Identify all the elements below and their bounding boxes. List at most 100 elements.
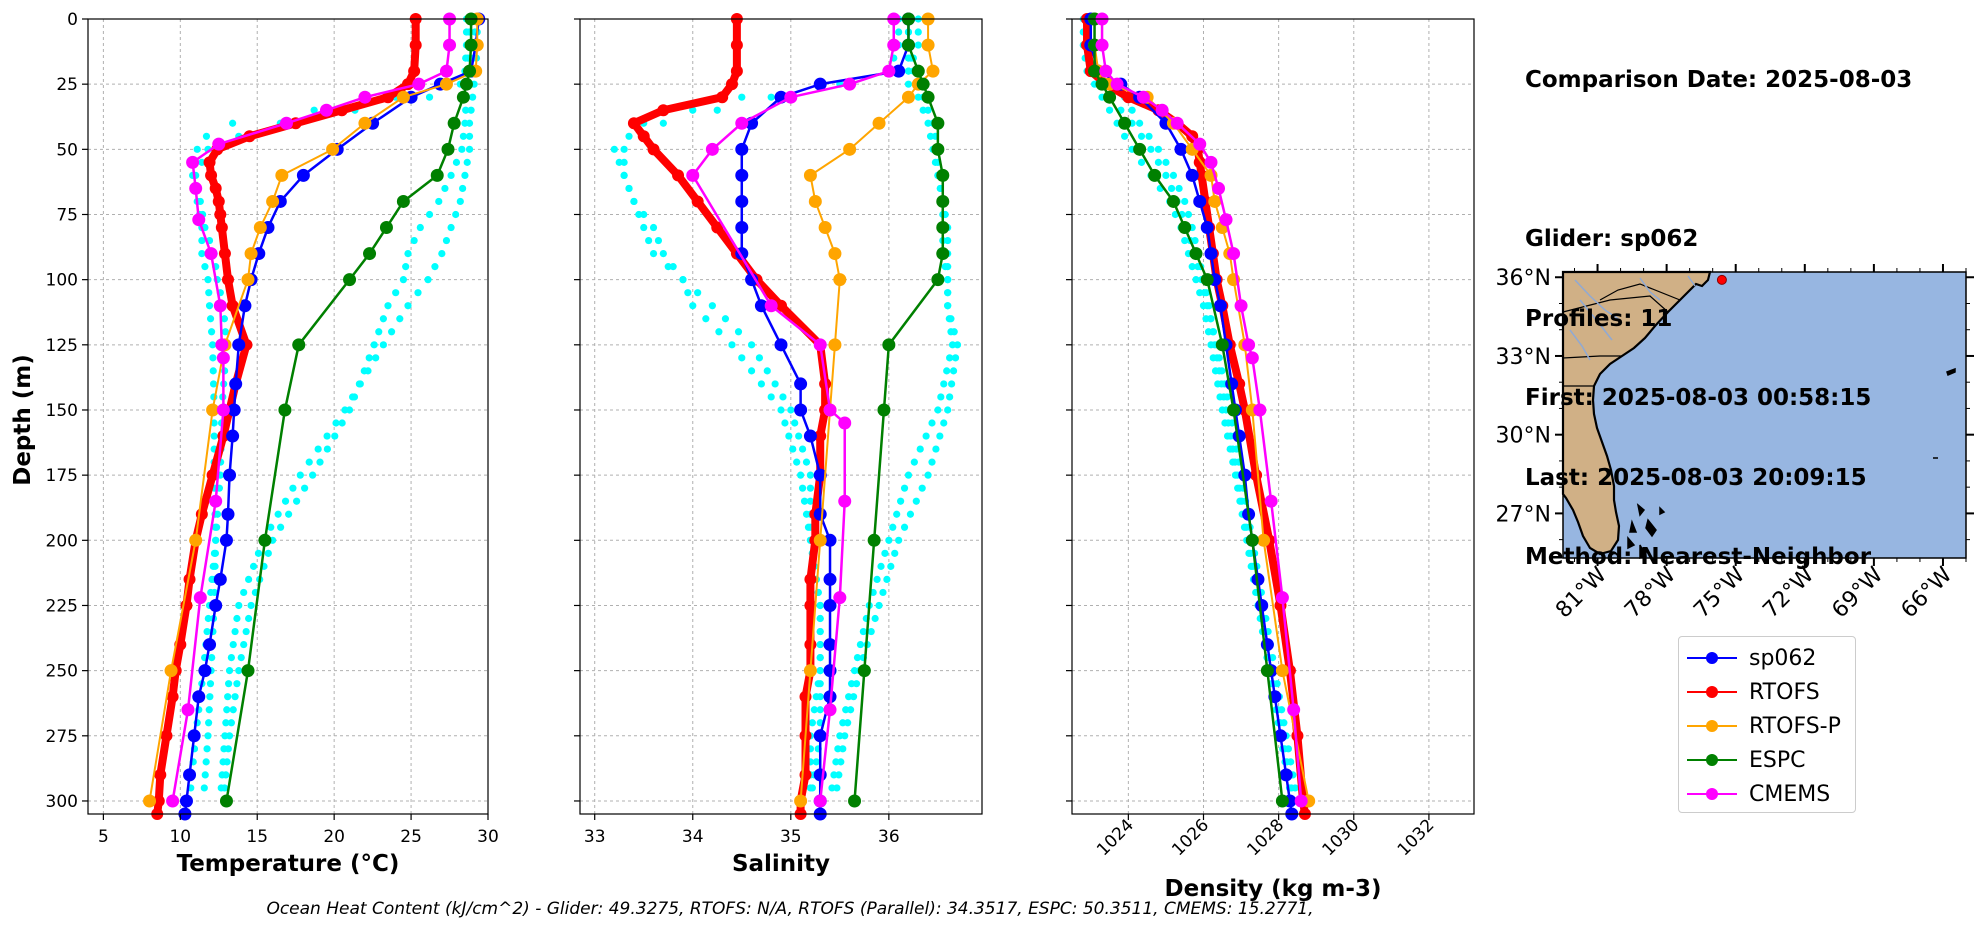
legend-label: CMEMS [1749,781,1831,807]
glider-profile-point [1147,145,1155,153]
glider-profile-point [1207,341,1215,349]
glider-profile-point [281,497,290,505]
glider-profile-point [404,302,412,310]
series-point-sp062 [813,468,827,482]
series-point-sp062 [209,598,223,612]
glider-profile-point [402,263,410,271]
glider-profile-point [206,693,214,701]
glider-profile-point [461,171,469,179]
glider-profile-point [943,367,951,375]
glider-profile-point [941,263,949,271]
series-point-rtofs-p [1275,664,1289,678]
glider-profile-point [1137,132,1146,140]
series-point-rtofs-p [241,273,255,287]
y-tick-label: 75 [56,205,78,225]
series-point-rtofs-p [843,142,857,156]
glider-profile-point [1169,171,1178,179]
series-point-rtofs-p [818,221,832,235]
series-point-rtofs [226,299,239,312]
glider-profile-point [209,341,217,349]
series-point-espc [1148,168,1162,182]
glider-profile-point [948,380,956,388]
series-point-espc [278,403,292,417]
glider-profile-point [1120,132,1129,140]
x-tick-label: 5 [98,827,109,847]
glider-profile-point [1184,210,1193,219]
series-point-cmems [1234,299,1248,313]
legend-item-rtofs-p: RTOFS-P [1687,709,1855,743]
series-point-sp062 [179,794,193,808]
x-tick-label: 25 [400,827,422,847]
glider-profile-point [465,132,474,140]
series-point-rtofs [804,638,817,651]
series-point-sp062 [232,338,246,352]
series-point-rtofs-p [808,194,822,208]
series-point-sp062 [223,468,237,482]
glider-profile-point [852,680,861,688]
series-point-sp062 [198,664,212,678]
glider-profile-point [937,393,945,401]
glider-profile-point [891,549,899,557]
series-line-cmems [691,19,896,802]
series-point-rtofs [409,39,422,52]
series-point-cmems [813,794,827,808]
glider-profile-point [1291,784,1299,792]
series-point-espc [1166,194,1180,208]
glider-profile-point [949,367,958,375]
glider-profile-point [410,236,418,245]
glider-profile-point [364,367,372,375]
glider-profile-point [203,627,211,636]
glider-profile-point [777,406,785,414]
glider-profile-point [462,54,470,62]
glider-profile-point [856,640,865,649]
series-point-sp062 [794,403,808,417]
series-point-sp062 [1193,194,1207,208]
glider-profile-point [940,419,948,427]
series-point-sp062 [227,403,241,417]
glider-profile-point [305,458,313,466]
x-axis-label: Temperature (°C) [177,851,400,877]
map-rivers [1569,275,1696,361]
series-point-espc [916,77,930,91]
glider-profile-point [1175,184,1183,193]
series-point-sp062 [187,729,201,743]
profile-count: Profiles: 11 [1525,305,1673,332]
glider-profile-point [206,315,215,323]
glider-profile-point [800,497,809,505]
glider-profile-point [441,184,449,193]
series-point-cmems [1253,403,1267,417]
glider-profile-point [323,432,331,440]
glider-profile-point [1145,132,1153,140]
glider-profile-point [356,380,364,388]
y-tick-label: 200 [46,531,78,551]
glider-profile-point [835,771,843,779]
series-point-rtofs [804,573,817,586]
glider-profile-point [465,119,474,127]
series-point-cmems [181,703,195,717]
y-tick-label: 0 [67,10,78,30]
glider-profile-point [916,445,924,453]
series-point-cmems [833,591,847,605]
glider-profile-point [694,289,702,297]
glider-profile-point [1218,367,1226,375]
glider-profile-point [416,223,424,232]
glider-profile-point [1137,158,1146,166]
glider-profile-point [798,484,807,492]
glider-profile-point [897,497,905,505]
glider-profile-point [871,614,879,623]
series-point-sp062 [1274,729,1288,743]
legend-label: RTOFS [1749,679,1820,705]
series-point-sp062 [296,168,310,182]
series-point-sp062 [823,533,837,547]
series-point-cmems [1155,103,1169,117]
glider-profile-point [1229,458,1237,466]
glider-profile-point [1223,432,1232,440]
glider-profile-point [310,106,318,114]
glider-profile-point [728,341,736,349]
glider-profile-point [816,601,824,610]
map-lat-label: 33°N [1496,345,1551,370]
glider-profile-point [198,236,206,245]
series-point-cmems [1264,494,1278,508]
glider-profile-point [853,654,862,662]
